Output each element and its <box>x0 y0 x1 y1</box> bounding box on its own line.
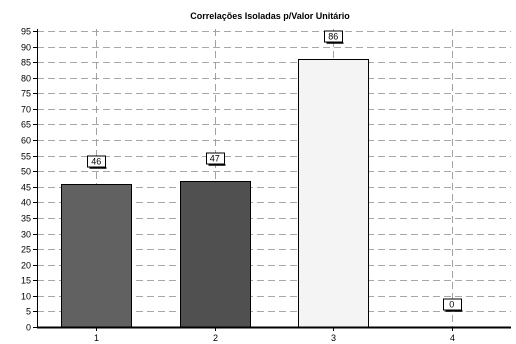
y-tick-label: 15 <box>21 276 31 286</box>
y-tick-label: 85 <box>21 58 31 68</box>
y-tick-label: 90 <box>21 43 31 53</box>
data-label-box <box>443 298 462 311</box>
bar-2 <box>180 181 251 328</box>
x-axis-ticks: 1 2 3 4 <box>94 327 455 343</box>
y-tick-label: 65 <box>21 120 31 130</box>
data-label-box <box>324 30 343 43</box>
x-tick-label: 1 <box>94 333 99 343</box>
y-tick-label: 0 <box>26 323 31 333</box>
data-label-box <box>87 155 106 168</box>
y-tick-label: 25 <box>21 245 31 255</box>
bar-1 <box>61 184 132 328</box>
bar-3 <box>298 59 369 328</box>
y-tick-label: 10 <box>21 292 31 302</box>
chart-title: Correlações Isoladas p/Valor Unitário <box>190 11 350 21</box>
data-label: 86 <box>328 32 338 42</box>
data-label: 46 <box>91 157 101 167</box>
y-tick-label: 5 <box>26 307 31 317</box>
y-tick-label: 80 <box>21 74 31 84</box>
y-tick-label: 70 <box>21 105 31 115</box>
y-tick-label: 35 <box>21 214 31 224</box>
y-axis-ticks: 0 5 10 15 20 25 30 35 40 45 50 55 60 65 70 75 80 85 90 95 <box>21 27 37 333</box>
x-tick-label: 2 <box>213 333 218 343</box>
y-tick-label: 95 <box>21 27 31 37</box>
y-tick-label: 55 <box>21 152 31 162</box>
data-label: 47 <box>210 154 220 164</box>
y-tick-label: 45 <box>21 183 31 193</box>
y-tick-label: 40 <box>21 198 31 208</box>
y-tick-label: 60 <box>21 136 31 146</box>
bars <box>61 59 369 328</box>
data-labels: 46 47 86 0 <box>87 30 463 312</box>
y-tick-label: 30 <box>21 230 31 240</box>
y-tick-label: 20 <box>21 261 31 271</box>
x-tick-label: 3 <box>331 333 336 343</box>
y-tick-label: 50 <box>21 167 31 177</box>
y-tick-label: 75 <box>21 89 31 99</box>
data-label-box <box>206 152 225 165</box>
x-tick-label: 4 <box>450 333 455 343</box>
axes <box>37 29 511 329</box>
data-label: 0 <box>449 300 454 310</box>
